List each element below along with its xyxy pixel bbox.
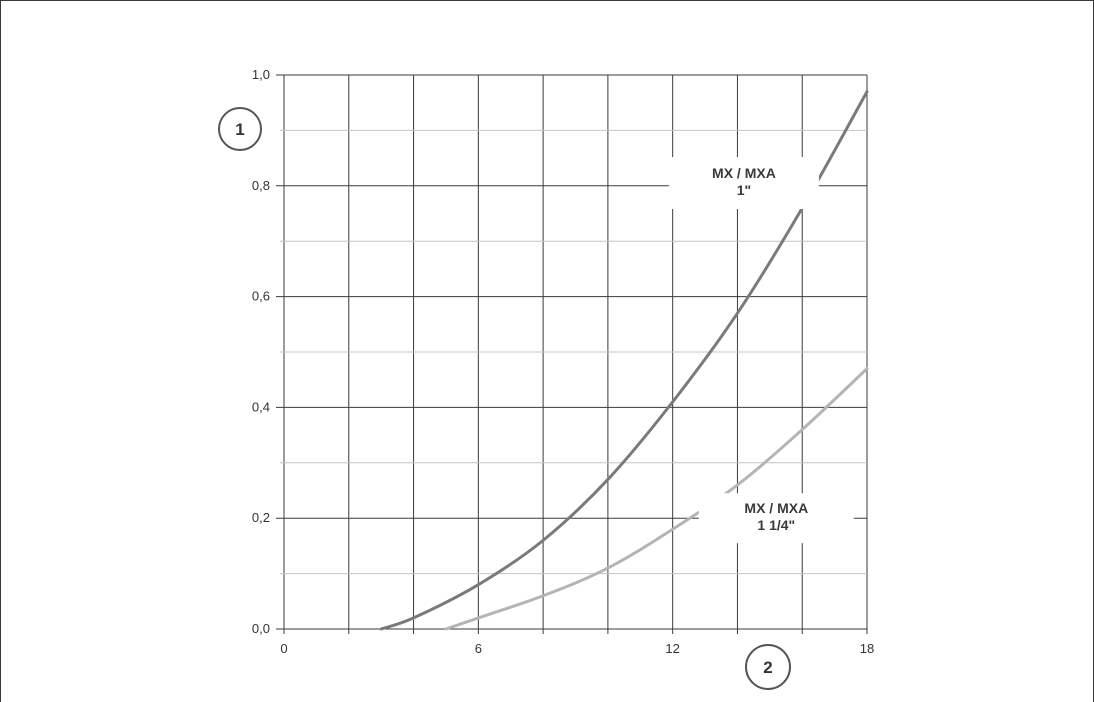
- series-line-2: [444, 367, 869, 631]
- x-axis-marker-circle: [745, 644, 791, 690]
- y-tick-label: 0,6: [252, 289, 270, 304]
- y-tick-label: 0,4: [252, 399, 270, 414]
- y-tick-label: 0,2: [252, 510, 270, 525]
- marker-layer: 12: [218, 107, 791, 690]
- x-tick-label: 12: [665, 641, 679, 656]
- series-layer: [379, 90, 869, 631]
- series-label-text: 1": [737, 182, 751, 198]
- x-tick-label: 0: [280, 641, 287, 656]
- series-label-background: [698, 493, 854, 544]
- x-tick-label: 6: [475, 641, 482, 656]
- x-tick-label: 18: [860, 641, 874, 656]
- series-label-background: [668, 157, 819, 210]
- x-axis-marker-label: 2: [763, 658, 772, 677]
- axis-layer: 0,0 0,2 0,4 0,6 0,8 1,0 0 6 12 18: [252, 67, 874, 656]
- y-tick-label: 0,8: [252, 178, 270, 193]
- y-axis-marker-circle: [218, 107, 262, 151]
- y-tick-label: 1,0: [252, 67, 270, 82]
- series-line-1: [379, 90, 869, 631]
- series-label-text: MX / MXA: [744, 500, 808, 516]
- y-tick-label: 0,0: [252, 621, 270, 636]
- series-label-text: 1 1/4": [757, 517, 795, 533]
- y-axis-marker-label: 1: [235, 120, 244, 139]
- series-label-text: MX / MXA: [712, 165, 776, 181]
